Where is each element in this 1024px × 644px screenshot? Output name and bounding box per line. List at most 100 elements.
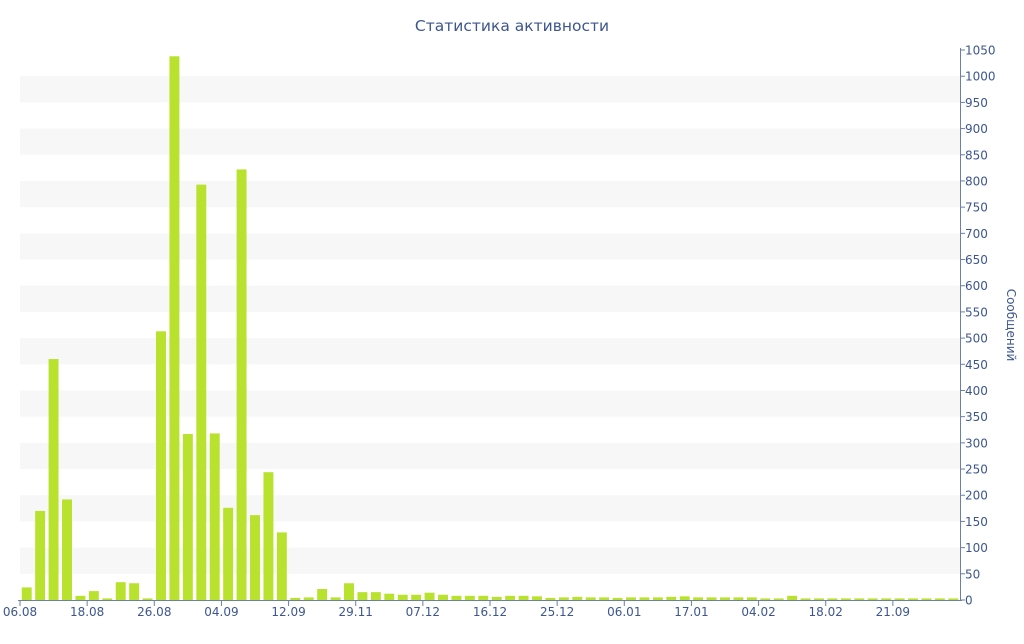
bar bbox=[397, 594, 408, 600]
bar bbox=[585, 597, 596, 600]
bar bbox=[276, 532, 287, 600]
bar bbox=[250, 515, 260, 600]
bar bbox=[666, 596, 677, 600]
bar bbox=[209, 433, 220, 600]
x-tick-label: 18.02 bbox=[809, 605, 843, 619]
y-tick-label: 750 bbox=[965, 201, 988, 215]
bar bbox=[814, 598, 824, 600]
bar bbox=[491, 596, 502, 600]
bar bbox=[612, 597, 623, 600]
bar bbox=[169, 56, 180, 601]
bar bbox=[21, 587, 32, 600]
bar bbox=[129, 583, 140, 600]
y-tick-label: 650 bbox=[965, 253, 988, 267]
y-tick-label: 0 bbox=[965, 594, 973, 608]
y-tick-label: 100 bbox=[965, 541, 988, 555]
bar bbox=[599, 597, 610, 600]
bar bbox=[290, 597, 301, 600]
bar bbox=[384, 593, 395, 600]
bar bbox=[88, 591, 99, 600]
y-tick-label: 50 bbox=[965, 567, 980, 581]
y-tick-label: 900 bbox=[965, 122, 988, 136]
grid-band bbox=[20, 233, 960, 260]
bar bbox=[48, 359, 59, 600]
bar bbox=[62, 499, 72, 600]
x-tick-label: 26.08 bbox=[137, 605, 171, 619]
x-tick-label: 21.09 bbox=[876, 605, 910, 619]
grid-band bbox=[20, 76, 960, 103]
bar bbox=[558, 597, 569, 600]
bar bbox=[370, 592, 381, 600]
x-tick-label: 04.09 bbox=[204, 605, 238, 619]
bar bbox=[545, 597, 556, 600]
y-tick-label: 600 bbox=[965, 279, 988, 293]
y-tick-label: 500 bbox=[965, 332, 988, 346]
bar bbox=[934, 598, 945, 600]
bar bbox=[733, 597, 744, 600]
bar bbox=[330, 597, 341, 600]
bar bbox=[626, 597, 636, 600]
x-tick-label: 07.12 bbox=[406, 605, 440, 619]
x-axis: 06.08 18.08 26.08 04.09 12.09 29.11 07.12 16.12… bbox=[3, 600, 962, 619]
bar bbox=[505, 595, 516, 600]
grid-band bbox=[20, 128, 960, 155]
bar bbox=[115, 582, 126, 600]
x-tick-label: 18.08 bbox=[70, 605, 104, 619]
bar bbox=[787, 595, 798, 600]
y-tick-label: 850 bbox=[965, 148, 988, 162]
y-tick-label: 300 bbox=[965, 436, 988, 450]
bar bbox=[438, 594, 448, 600]
bar bbox=[639, 597, 650, 600]
y-tick-label: 550 bbox=[965, 305, 988, 319]
bar bbox=[223, 507, 234, 600]
x-tick-label: 04.02 bbox=[741, 605, 775, 619]
bar bbox=[357, 592, 368, 600]
bar bbox=[746, 597, 757, 600]
grid-band bbox=[20, 285, 960, 312]
x-tick-label: 25.12 bbox=[540, 605, 574, 619]
bar bbox=[800, 598, 811, 600]
bar bbox=[921, 598, 932, 600]
bar bbox=[236, 169, 247, 600]
bar bbox=[652, 597, 663, 600]
bar bbox=[102, 598, 113, 600]
bar bbox=[464, 595, 475, 600]
bar bbox=[706, 597, 717, 600]
bar bbox=[478, 595, 489, 600]
y-axis: 0 50 100 150 200 250 300 350 400 450 500 550 600 650 7… bbox=[960, 44, 996, 608]
y-tick-label: 150 bbox=[965, 515, 988, 529]
bar bbox=[840, 598, 851, 600]
bar bbox=[679, 596, 690, 600]
y-tick-label: 1050 bbox=[965, 44, 996, 58]
bar bbox=[760, 598, 771, 600]
x-tick-label: 29.11 bbox=[339, 605, 373, 619]
x-tick-label: 06.08 bbox=[3, 605, 37, 619]
bar bbox=[317, 589, 328, 600]
bar bbox=[881, 598, 892, 600]
x-tick-label: 16.12 bbox=[473, 605, 507, 619]
y-tick-label: 250 bbox=[965, 463, 988, 477]
bar bbox=[411, 594, 422, 600]
grid-band bbox=[20, 180, 960, 208]
bar bbox=[572, 596, 583, 600]
bar bbox=[451, 595, 462, 600]
bar bbox=[344, 583, 354, 600]
bar bbox=[35, 510, 46, 600]
bar bbox=[867, 598, 878, 600]
y-axis-label: Сообщений bbox=[1004, 289, 1018, 362]
bar bbox=[948, 598, 959, 600]
chart-title: Статистика активности bbox=[415, 17, 609, 35]
y-tick-label: 800 bbox=[965, 174, 988, 188]
bar bbox=[303, 597, 314, 600]
y-tick-label: 1000 bbox=[965, 70, 996, 84]
x-tick-label: 06.01 bbox=[607, 605, 641, 619]
bar bbox=[854, 598, 865, 600]
bar bbox=[773, 598, 784, 600]
x-tick-label: 12.09 bbox=[271, 605, 305, 619]
bar-series bbox=[21, 56, 959, 601]
y-tick-label: 950 bbox=[965, 96, 988, 110]
y-tick-label: 200 bbox=[965, 489, 988, 503]
bar bbox=[693, 597, 704, 600]
bar bbox=[263, 472, 274, 600]
